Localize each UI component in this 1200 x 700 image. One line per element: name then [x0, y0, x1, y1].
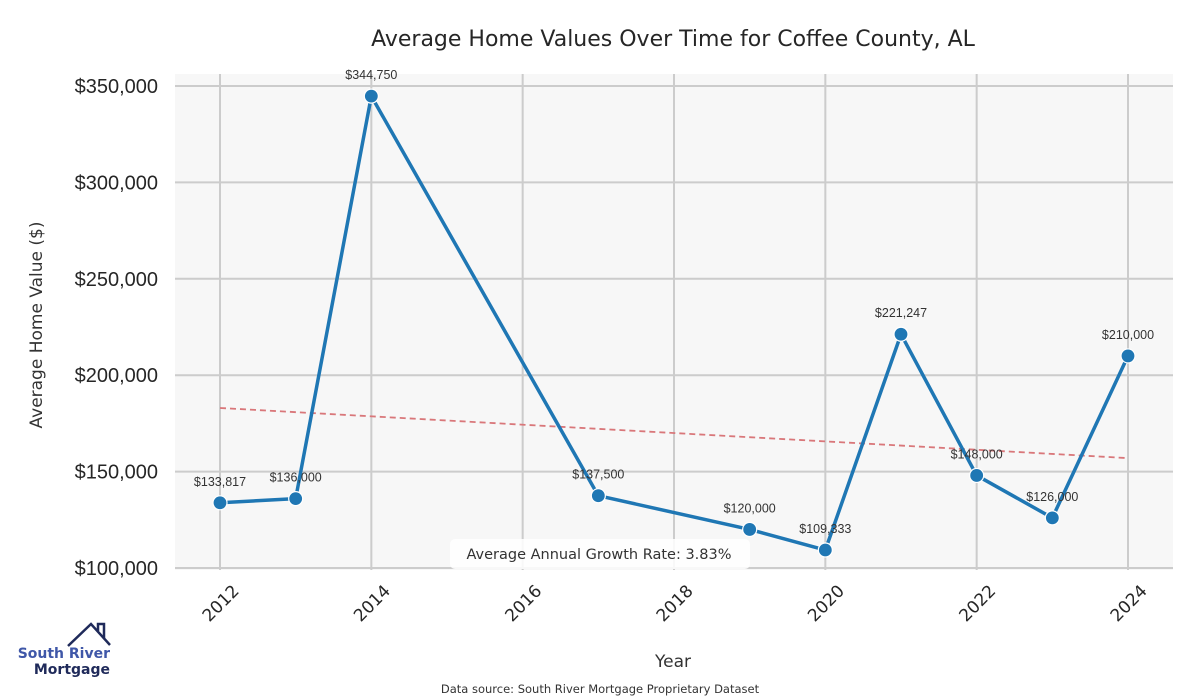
x-tick-label: 2012 — [199, 581, 244, 626]
y-axis-ticks: $100,000 $150,000 $200,000 $250,000 $300,000… — [75, 76, 158, 580]
series-line — [219, 94, 1130, 552]
y-axis-label: Average Home Value ($) — [27, 222, 47, 429]
logo-text-line1: South River — [18, 646, 110, 662]
x-tick-label: 2024 — [1107, 581, 1152, 626]
series-group — [212, 88, 1136, 558]
x-axis-ticks: 2012 2014 2016 2018 2020 2022 2024 — [199, 581, 1152, 626]
growth-rate-annotation: Average Annual Growth Rate: 3.83% — [450, 539, 750, 569]
annotation-text: Average Annual Growth Rate: 3.83% — [466, 547, 731, 563]
data-point — [742, 521, 758, 538]
x-tick-label: 2014 — [350, 581, 395, 626]
data-point — [893, 326, 909, 342]
data-source-note: Data source: South River Mortgage Propri… — [441, 682, 760, 696]
data-point-label: $221,247 — [875, 306, 927, 320]
x-tick-label: 2018 — [653, 581, 698, 626]
y-tick-label: $300,000 — [75, 172, 158, 194]
x-tick-label: 2020 — [804, 581, 849, 626]
x-tick-label: 2016 — [501, 581, 546, 626]
grid-lines — [175, 74, 1173, 570]
data-point-label: $120,000 — [724, 501, 776, 515]
trend-line — [219, 407, 1129, 460]
x-axis-label: Year — [654, 652, 691, 672]
data-point-label: $210,000 — [1102, 328, 1154, 342]
data-point-label: $133,817 — [194, 475, 246, 489]
data-point-label: $126,000 — [1026, 490, 1078, 504]
company-logo: South River Mortgage — [18, 622, 111, 678]
y-tick-label: $150,000 — [75, 462, 158, 484]
annotation-box — [450, 539, 750, 569]
data-point — [288, 490, 304, 507]
house-roof-icon — [67, 622, 111, 647]
x-tick-label: 2022 — [955, 581, 1000, 626]
data-point-label: $136,000 — [270, 471, 322, 485]
y-tick-label: $250,000 — [75, 269, 158, 291]
data-labels: $133,817 $136,000 $344,750 $137,500 $120,000… — [194, 68, 1154, 536]
y-tick-label: $350,000 — [75, 76, 158, 98]
logo-text-line2: Mortgage — [34, 662, 110, 678]
chart-title: Average Home Values Over Time for Coffee… — [371, 27, 976, 52]
data-point — [212, 495, 228, 511]
data-point-label: $137,500 — [572, 468, 624, 482]
data-point — [1120, 348, 1136, 364]
data-point-label: $148,000 — [951, 447, 1003, 461]
data-point-label: $344,750 — [345, 68, 397, 82]
y-tick-label: $200,000 — [75, 365, 158, 387]
y-tick-label: $100,000 — [75, 558, 158, 580]
data-point — [817, 542, 833, 558]
data-point — [969, 467, 985, 484]
data-point — [1044, 510, 1060, 526]
data-point-label: $109,333 — [799, 522, 851, 536]
data-point — [363, 88, 379, 104]
trend-line-group — [219, 407, 1129, 460]
data-point — [590, 488, 606, 504]
